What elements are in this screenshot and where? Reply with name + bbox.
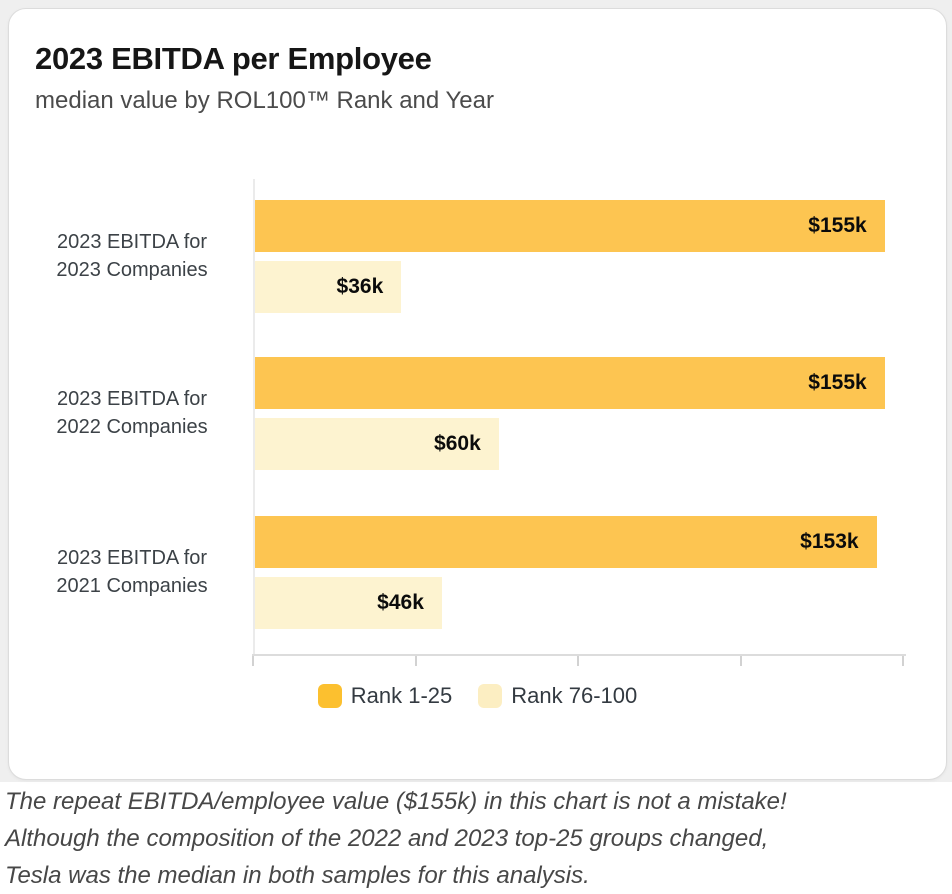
x-axis-tick <box>739 656 742 666</box>
bar-rank-76-100: $36k <box>255 261 402 313</box>
bar-rank-1-25: $155k <box>255 357 885 409</box>
bar-value-label: $155k <box>808 371 867 394</box>
x-axis-tick <box>577 656 579 666</box>
legend: Rank 1-25 Rank 76-100 <box>9 683 946 709</box>
bar-rank-1-25: $155k <box>255 200 885 252</box>
chart-subtitle: median value by ROL100™ Rank and Year <box>35 87 494 114</box>
bar-value-label: $155k <box>808 214 867 237</box>
legend-label: Rank 1-25 <box>350 683 453 708</box>
category-label: 2023 EBITDA for 2021 Companies <box>24 544 240 600</box>
bar-rank-76-100: $60k <box>255 418 499 470</box>
category-label-line: 2022 Companies <box>56 416 208 438</box>
category-label-line: 2023 EBITDA for <box>56 231 208 253</box>
chart-card: 2023 EBITDA per Employee median value by… <box>8 8 947 780</box>
bar-value-label: $60k <box>434 432 481 455</box>
legend-item-rank-1-25: Rank 1-25 <box>317 683 453 709</box>
legend-item-rank-76-100: Rank 76-100 <box>478 683 637 709</box>
legend-swatch-rank-76-100 <box>478 684 503 708</box>
footnote: The repeat EBITDA/employee value ($155k)… <box>5 783 947 894</box>
bar-value-label: $46k <box>377 591 424 614</box>
bar-rank-76-100: $46k <box>255 577 442 629</box>
footnote-line: The repeat EBITDA/employee value ($155k)… <box>5 788 787 815</box>
bar-value-label: $36k <box>336 275 384 298</box>
x-axis-tick <box>902 656 904 666</box>
bar-rank-1-25: $153k <box>255 516 877 568</box>
category-label-line: 2023 EBITDA for <box>56 547 208 569</box>
category-label-line: 2023 EBITDA for <box>56 388 208 410</box>
footnote-line: Although the composition of the 2022 and… <box>5 825 769 852</box>
x-axis-tick <box>252 656 254 666</box>
legend-swatch-rank-1-25 <box>317 684 342 708</box>
bar-value-label: $153k <box>800 530 859 553</box>
category-label-line: 2021 Companies <box>56 575 208 597</box>
x-axis-tick <box>414 656 417 666</box>
category-label: 2023 EBITDA for 2023 Companies <box>24 228 240 284</box>
chart-title: 2023 EBITDA per Employee <box>35 41 432 76</box>
y-axis-line <box>253 179 255 656</box>
legend-label: Rank 76-100 <box>511 683 638 708</box>
category-label-line: 2023 Companies <box>56 259 208 281</box>
x-axis-line <box>252 654 906 656</box>
footnote-line: Tesla was the median in both samples for… <box>5 862 590 889</box>
category-label: 2023 EBITDA for 2022 Companies <box>24 385 240 441</box>
